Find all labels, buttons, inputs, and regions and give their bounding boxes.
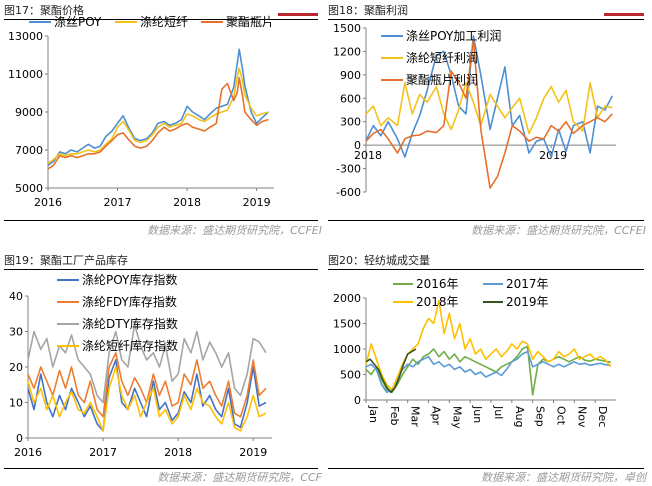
x-tick-label: Sep [534,406,547,427]
profit-chart: -600 -300 0 300 600 900 1200 1500 2018 2019 涤丝POY加… [333,22,616,199]
x-tick-label: Apr [430,406,443,426]
legend-label: 涤丝POY加工利润 [406,29,501,43]
x-tick-label: 2018 [354,149,382,162]
panel-20-source-rule [328,468,644,469]
x-tick-label: Mar [409,406,422,427]
series-line [365,348,417,394]
legend-label: 涤纶POY库存指数 [82,272,177,287]
x-tick-label: 2018 [173,196,201,209]
x-tick-label: Nov [575,406,588,428]
y-tick-label: 1200 [333,45,361,58]
y-tick-label: 40 [9,290,23,303]
series-line [47,67,269,164]
panel-17-title-rule [4,19,318,20]
x-tick-label: Dec [596,406,609,427]
series-line [365,38,613,189]
legend-label: 2016年 [416,277,459,291]
y-tick-label: 500 [340,369,361,382]
series-line [365,35,614,158]
x-tick-label: Oct [555,406,568,426]
y-tick-label: 900 [340,69,361,82]
panel-18-title-rule [328,19,644,20]
legend-label: 聚酯瓶片利润 [406,73,478,87]
series-line [47,76,269,170]
panel-20-source: 数据来源：盛达期货研究院，卓创 [481,471,646,484]
panel-17-title-bar [278,13,318,16]
legend-label: 涤纶短纤 [140,15,188,29]
panel-20-title: 图20：轻纺城成交量 [328,254,430,267]
y-tick-label: 0 [354,139,361,152]
y-tick-label: 0 [354,394,361,407]
x-tick-label: 2018 [164,446,192,459]
series-line [365,350,611,394]
series-line [47,48,269,166]
series-line [27,366,267,432]
y-tick-label: 0 [16,432,23,445]
y-tick-label: 20 [9,361,23,374]
price-chart: 5000 7000 9000 11000 13000 2016 2017 2018 2019 涤丝… [8,15,274,209]
y-tick-label: 9000 [15,106,43,119]
y-tick-label: 1500 [333,22,361,35]
panel-17-source: 数据来源：盛达期货研究院，CCFEI [147,224,322,237]
legend-label: 2018年 [416,295,459,309]
x-tick-label: 2019 [239,446,267,459]
legend-label: 涤纶短纤利润 [406,51,478,65]
panel-19-title-rule [4,269,318,270]
legend-label: 涤纶DTY库存指数 [82,316,178,331]
panel-18-title: 图18：聚酯利润 [328,4,408,17]
legend-label: 2017年 [506,277,549,291]
series-line [27,359,267,432]
x-tick-label: Feb [388,406,401,425]
legend-label: 涤丝POY [54,15,102,29]
x-tick-label: Jun [471,405,484,423]
panel-19-title: 图19：聚酯工厂产品库存 [4,254,128,267]
series-line [365,345,611,396]
x-tick-label: 2019 [243,196,271,209]
panel-17-source-rule [4,220,318,221]
x-tick-label: May [450,406,463,429]
panel-19-source-rule [4,468,318,469]
y-tick-label: 1500 [333,318,361,331]
legend-label: 聚酯瓶片 [226,15,274,29]
legend-label: 涤纶短纤库存指数 [82,338,178,353]
y-tick-label: 600 [340,92,361,105]
volume-chart: 0 500 1000 1500 2000 Jan Feb Mar Apr May Jun Jul Aug… [333,277,616,429]
y-tick-label: 5000 [15,182,43,195]
y-tick-label: 10 [9,397,23,410]
x-tick-label: 2017 [104,196,132,209]
legend-label: 2019年 [506,295,549,309]
series-line [365,81,613,135]
x-tick-label: Jul [492,405,505,419]
y-tick-label: 13000 [8,30,43,43]
panel-20-title-rule [328,269,644,270]
x-tick-label: Aug [513,406,526,427]
panel-18-source: 数据来源：盛达期货研究院，CCFEI [471,224,646,237]
panel-19-source: 数据来源：盛达期货研究院，CCF [157,471,322,484]
panel-17-title: 图17：聚酯价格 [4,4,84,17]
y-tick-label: 11000 [8,68,43,81]
panel-18-source-rule [328,220,644,221]
y-tick-label: -300 [336,163,361,176]
y-tick-label: 2000 [333,292,361,305]
panel-18-title-bar [604,13,644,16]
inventory-chart: 0 10 20 30 40 2016 2017 2018 2019 涤纶POY库存指数涤纶FDY库… [9,272,272,459]
x-tick-label: Jan [367,405,380,423]
x-tick-label: 2019 [539,149,567,162]
y-tick-label: 300 [340,116,361,129]
y-tick-label: 7000 [15,144,43,157]
y-tick-label: -600 [336,186,361,199]
y-tick-label: 30 [9,326,23,339]
legend-label: 涤纶FDY库存指数 [82,294,177,309]
x-tick-label: 2016 [34,196,62,209]
x-tick-label: 2017 [89,446,117,459]
y-tick-label: 1000 [333,343,361,356]
x-tick-label: 2016 [14,446,42,459]
